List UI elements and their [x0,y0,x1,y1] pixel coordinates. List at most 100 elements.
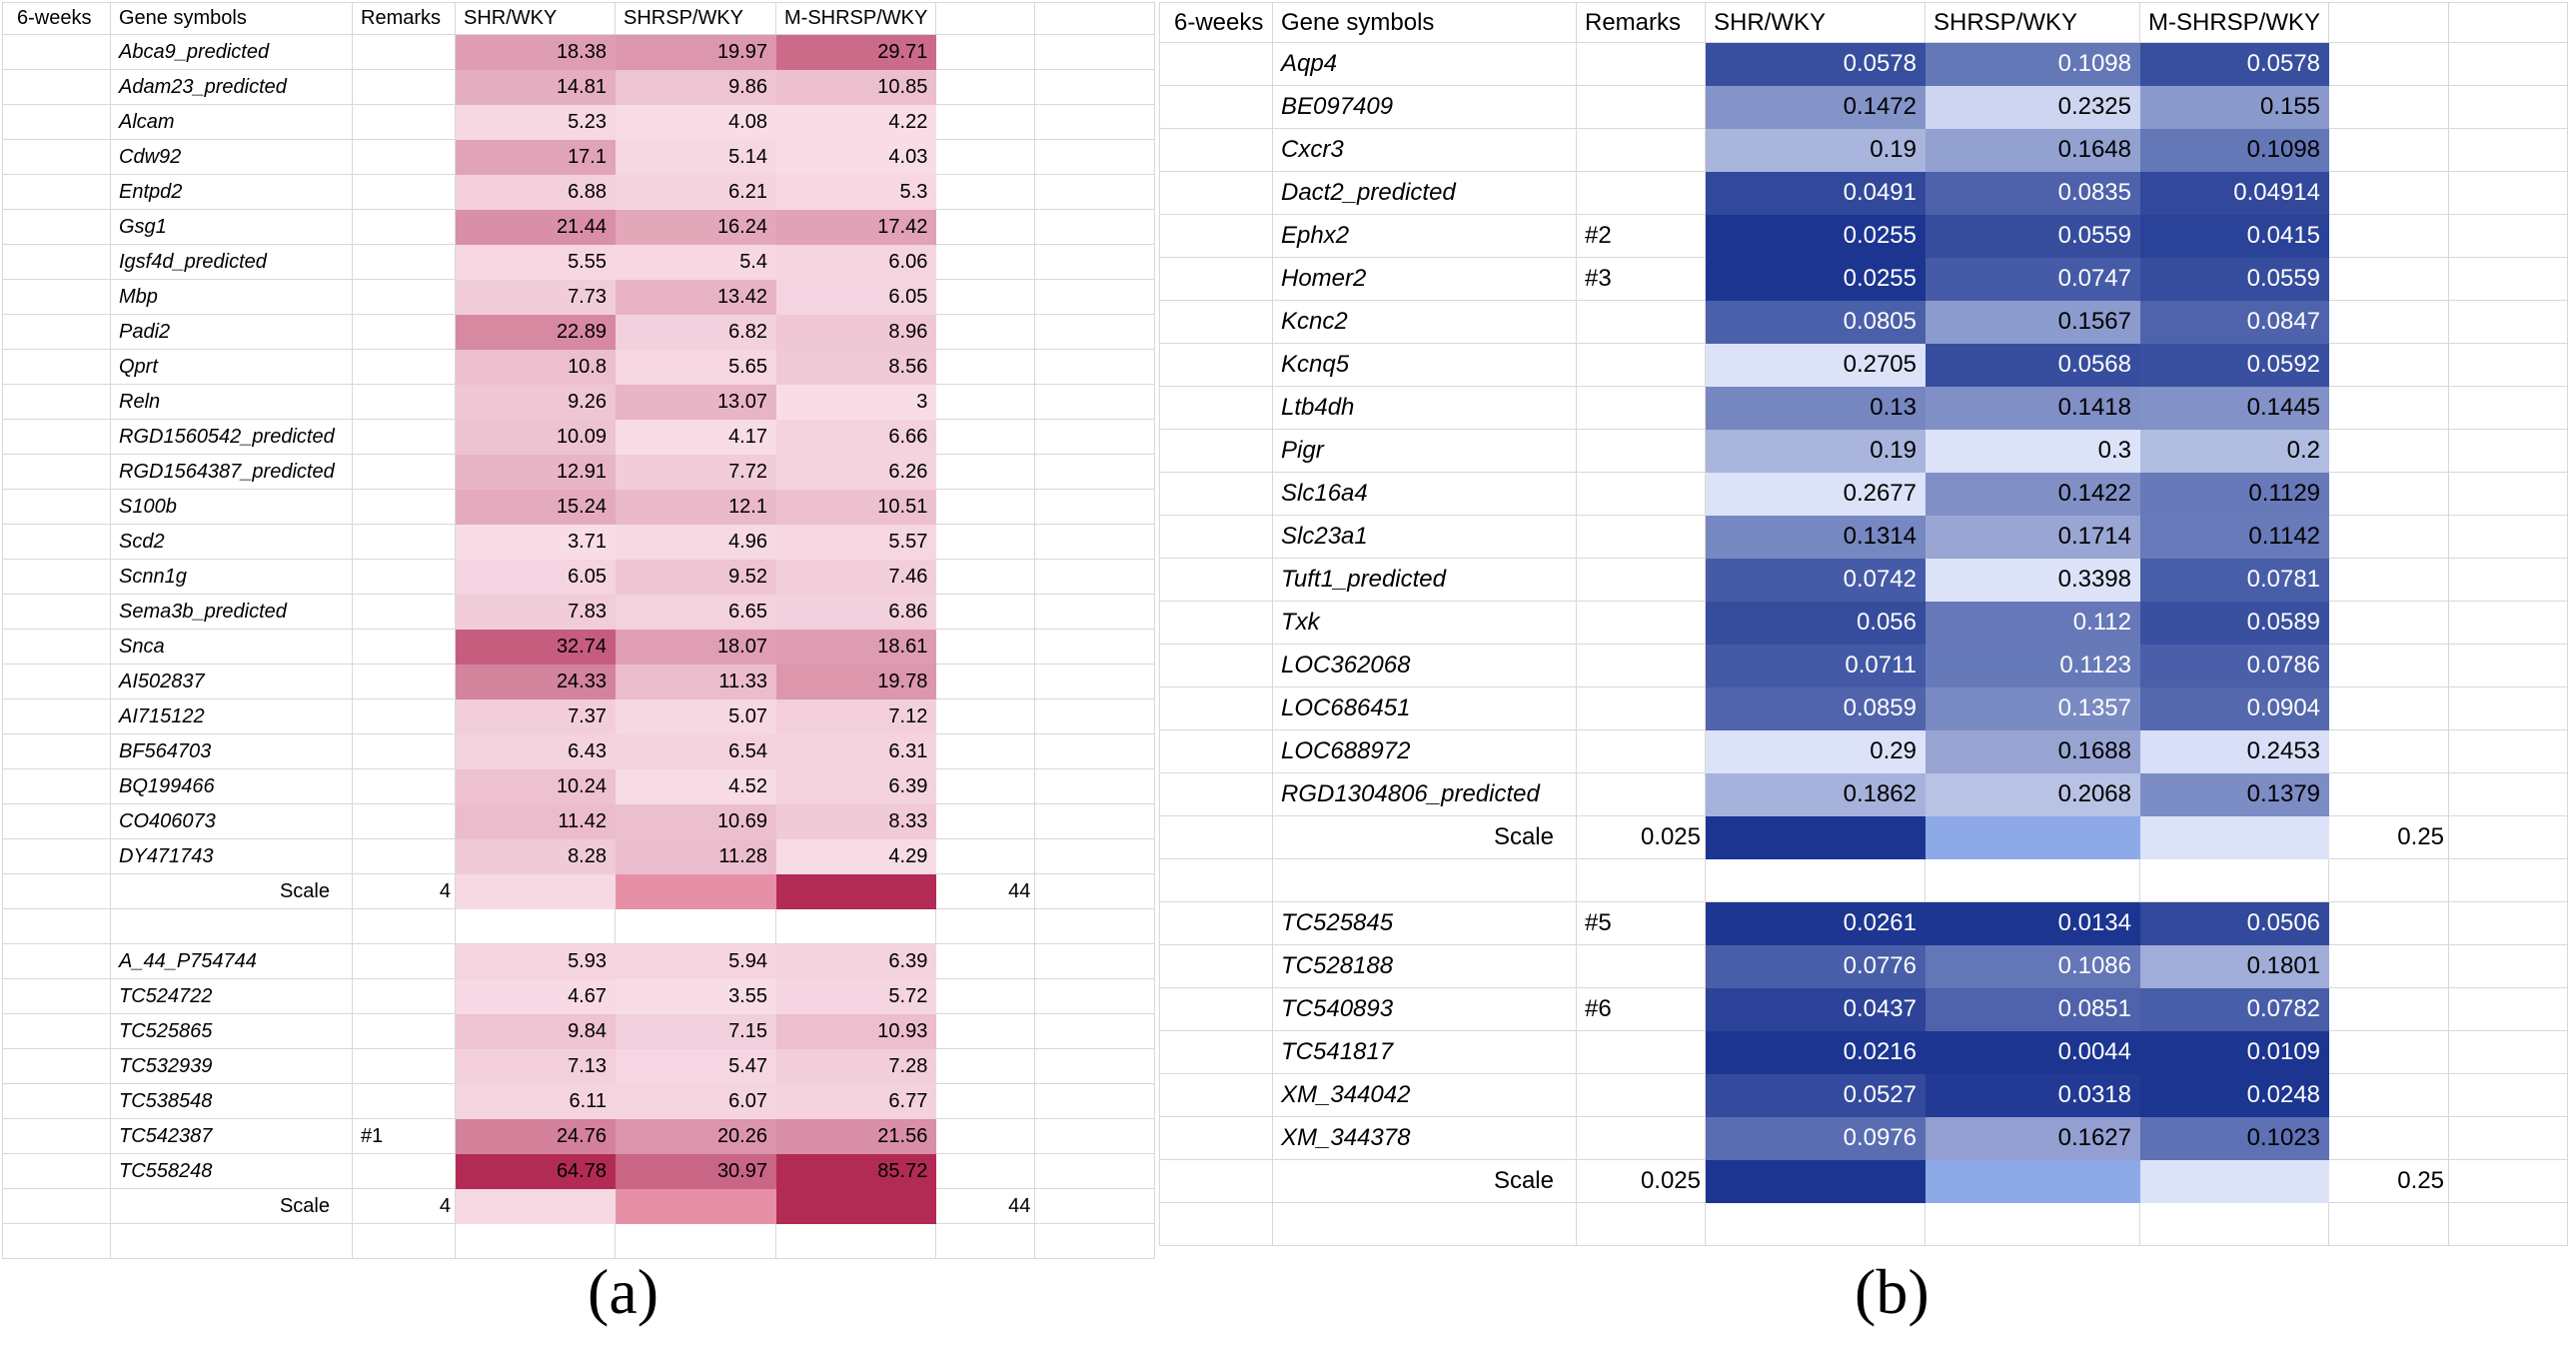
value-cell: 0.0589 [2140,602,2330,645]
remark-cell [353,595,456,630]
empty-cell [353,1224,456,1259]
gene-name-cell: Sema3b_predicted [111,595,353,630]
gene-row: Igsf4d_predicted 5.55 5.4 6.06 [3,245,1156,280]
panel-b-label: (b) [1855,1256,1930,1327]
week-cell [1160,687,1273,730]
value-cell: 7.83 [456,595,616,630]
empty-cell [2449,129,2569,172]
gene-row: Tuft1_predicted 0.0742 0.3398 0.0781 [1160,559,2569,602]
empty-cell [2329,730,2450,773]
remark-cell [1577,773,1706,816]
empty-cell [1035,1224,1156,1259]
value-cell: 32.74 [456,630,616,665]
empty-cell [936,769,1036,804]
empty-cell [2449,645,2569,687]
empty-cell [936,595,1036,630]
empty-cell [1035,944,1156,979]
empty-cell [2449,344,2569,387]
week-cell [1160,301,1273,344]
gene-name-cell: TC528188 [1273,945,1577,988]
value-cell: 8.33 [776,804,937,839]
remark-cell [353,839,456,874]
value-cell: 0.0786 [2140,645,2330,687]
remark-cell: #5 [1577,902,1706,945]
gene-row: RGD1560542_predicted 10.09 4.17 6.66 [3,420,1156,455]
empty-cell [1035,210,1156,245]
empty-cell [616,1224,776,1259]
gene-row: LOC362068 0.0711 0.1123 0.0786 [1160,645,2569,687]
remark-cell: #1 [353,1119,456,1154]
empty-cell [936,455,1036,490]
empty-cell [936,1049,1036,1084]
empty-cell [2140,859,2330,902]
week-cell [3,175,111,210]
gene-name-cell: Mbp [111,280,353,315]
empty-cell [2449,1203,2569,1246]
value-cell: 0.1357 [1926,687,2140,730]
value-cell: 0.04914 [2140,172,2330,215]
remark-cell [353,979,456,1014]
value-cell: 6.43 [456,734,616,769]
empty-cell [1706,859,1926,902]
gene-row: RGD1304806_predicted 0.1862 0.2068 0.1379 [1160,773,2569,816]
empty-cell [776,1224,937,1259]
empty-cell [936,1224,1036,1259]
gene-row: Snca 32.74 18.07 18.61 [3,630,1156,665]
gene-name-cell: Alcam [111,105,353,140]
scale-min-value: 0.025 [1577,816,1706,859]
gene-row: Abca9_predicted 18.38 19.97 29.71 [3,35,1156,70]
column-header: 6-weeks [1160,3,1273,43]
value-cell: 0.1801 [2140,945,2330,988]
scale-row: Scale 0.025 0.25 [1160,1160,2569,1203]
week-cell [3,315,111,350]
value-cell: 10.85 [776,70,937,105]
empty-cell [2449,1074,2569,1117]
remark-cell [353,280,456,315]
value-cell: 5.23 [456,105,616,140]
week-cell [3,35,111,70]
remark-cell [1577,473,1706,516]
remark-cell [1577,559,1706,602]
remark-cell [353,665,456,699]
value-cell: 0.1123 [1926,645,2140,687]
value-cell: 0.1648 [1926,129,2140,172]
week-cell [1160,43,1273,86]
value-cell: 10.69 [616,804,776,839]
empty-cell [2449,86,2569,129]
remark-cell [353,1014,456,1049]
remark-cell [1577,1117,1706,1160]
gene-row: AI715122 7.37 5.07 7.12 [3,699,1156,734]
empty-cell [2449,773,2569,816]
gene-name-cell: Snca [111,630,353,665]
empty-cell [1035,979,1156,1014]
value-cell: 8.96 [776,315,937,350]
value-cell: 5.55 [456,245,616,280]
remark-cell [1577,172,1706,215]
empty-cell [2329,902,2450,945]
scale-row: Scale 4 44 [3,1189,1156,1224]
remark-cell [353,1084,456,1119]
gene-row: BE097409 0.1472 0.2325 0.155 [1160,86,2569,129]
gene-name-cell: RGD1304806_predicted [1273,773,1577,816]
scale-legend-cell [1706,1160,1926,1203]
value-cell: 7.72 [616,455,776,490]
value-cell: 0.0559 [1926,215,2140,258]
gene-name-cell: TC538548 [111,1084,353,1119]
value-cell: 6.82 [616,315,776,350]
remark-cell [1577,1074,1706,1117]
gene-name-cell: XM_344042 [1273,1074,1577,1117]
value-cell: 0.1379 [2140,773,2330,816]
week-cell [1160,1031,1273,1074]
value-cell: 0.0782 [2140,988,2330,1031]
week-cell [1160,86,1273,129]
value-cell: 5.57 [776,525,937,560]
empty-cell [936,210,1036,245]
empty-cell [936,35,1036,70]
empty-cell [1577,859,1706,902]
value-cell: 18.07 [616,630,776,665]
empty-cell [1035,1014,1156,1049]
empty-cell [936,280,1036,315]
gene-name-cell: LOC688972 [1273,730,1577,773]
empty-cell [2449,988,2569,1031]
gene-row: TC541817 0.0216 0.0044 0.0109 [1160,1031,2569,1074]
